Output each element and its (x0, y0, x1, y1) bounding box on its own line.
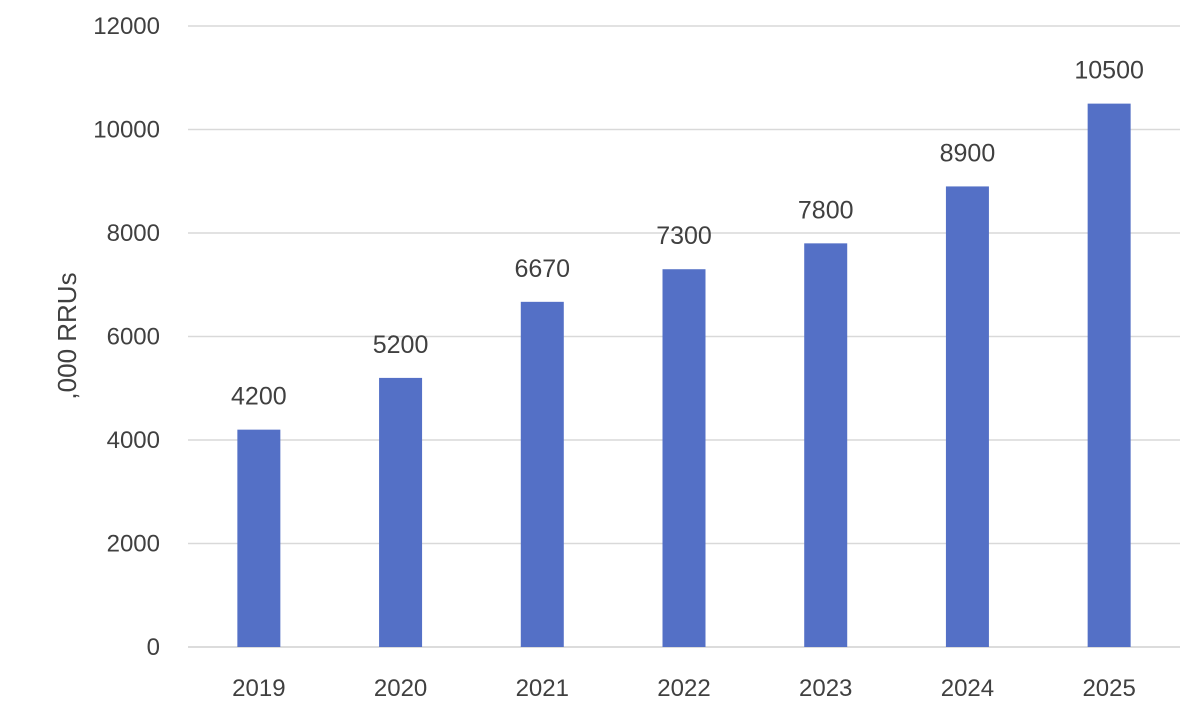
x-tick-label-2022: 2022 (657, 675, 710, 702)
data-label-2025: 10500 (1074, 57, 1144, 85)
x-axis-ticks: 2019 2020 2021 2022 2023 2024 2025 (232, 675, 1136, 702)
data-label-2022: 7300 (656, 222, 712, 250)
bar-2023 (804, 243, 848, 647)
y-tick-label: 4000 (107, 427, 160, 454)
y-axis-title: ,000 RRUs (52, 272, 82, 399)
y-tick-label: 10000 (93, 117, 160, 144)
x-tick-label-2019: 2019 (232, 675, 285, 702)
data-label-2024: 8900 (940, 139, 996, 167)
x-tick-label-2024: 2024 (941, 675, 994, 702)
bar-2024 (945, 186, 989, 648)
bar-2019 (237, 429, 281, 647)
data-label-2021: 6670 (514, 255, 570, 283)
x-tick-label-2020: 2020 (374, 675, 427, 702)
y-tick-label: 6000 (107, 324, 160, 351)
x-tick-label-2023: 2023 (799, 675, 852, 702)
data-label-2023: 7800 (798, 196, 854, 224)
y-tick-label: 12000 (93, 13, 160, 40)
x-tick-label-2021: 2021 (516, 675, 569, 702)
y-tick-label: 8000 (107, 220, 160, 247)
data-label-2019: 4200 (231, 383, 287, 411)
data-labels: 4200 5200 6670 7300 7800 8900 10500 (231, 57, 1144, 411)
bars (237, 103, 1131, 648)
x-tick-label-2025: 2025 (1082, 675, 1135, 702)
bar-2021 (520, 301, 564, 647)
data-label-2020: 5200 (373, 331, 429, 359)
bar-2025 (1087, 103, 1131, 647)
y-tick-label: 0 (147, 634, 160, 661)
y-axis-ticks: 0 2000 4000 6000 8000 10000 12000 (93, 13, 160, 661)
bar-2022 (662, 269, 706, 647)
y-tick-label: 2000 (107, 531, 160, 558)
bar-2020 (379, 377, 423, 647)
